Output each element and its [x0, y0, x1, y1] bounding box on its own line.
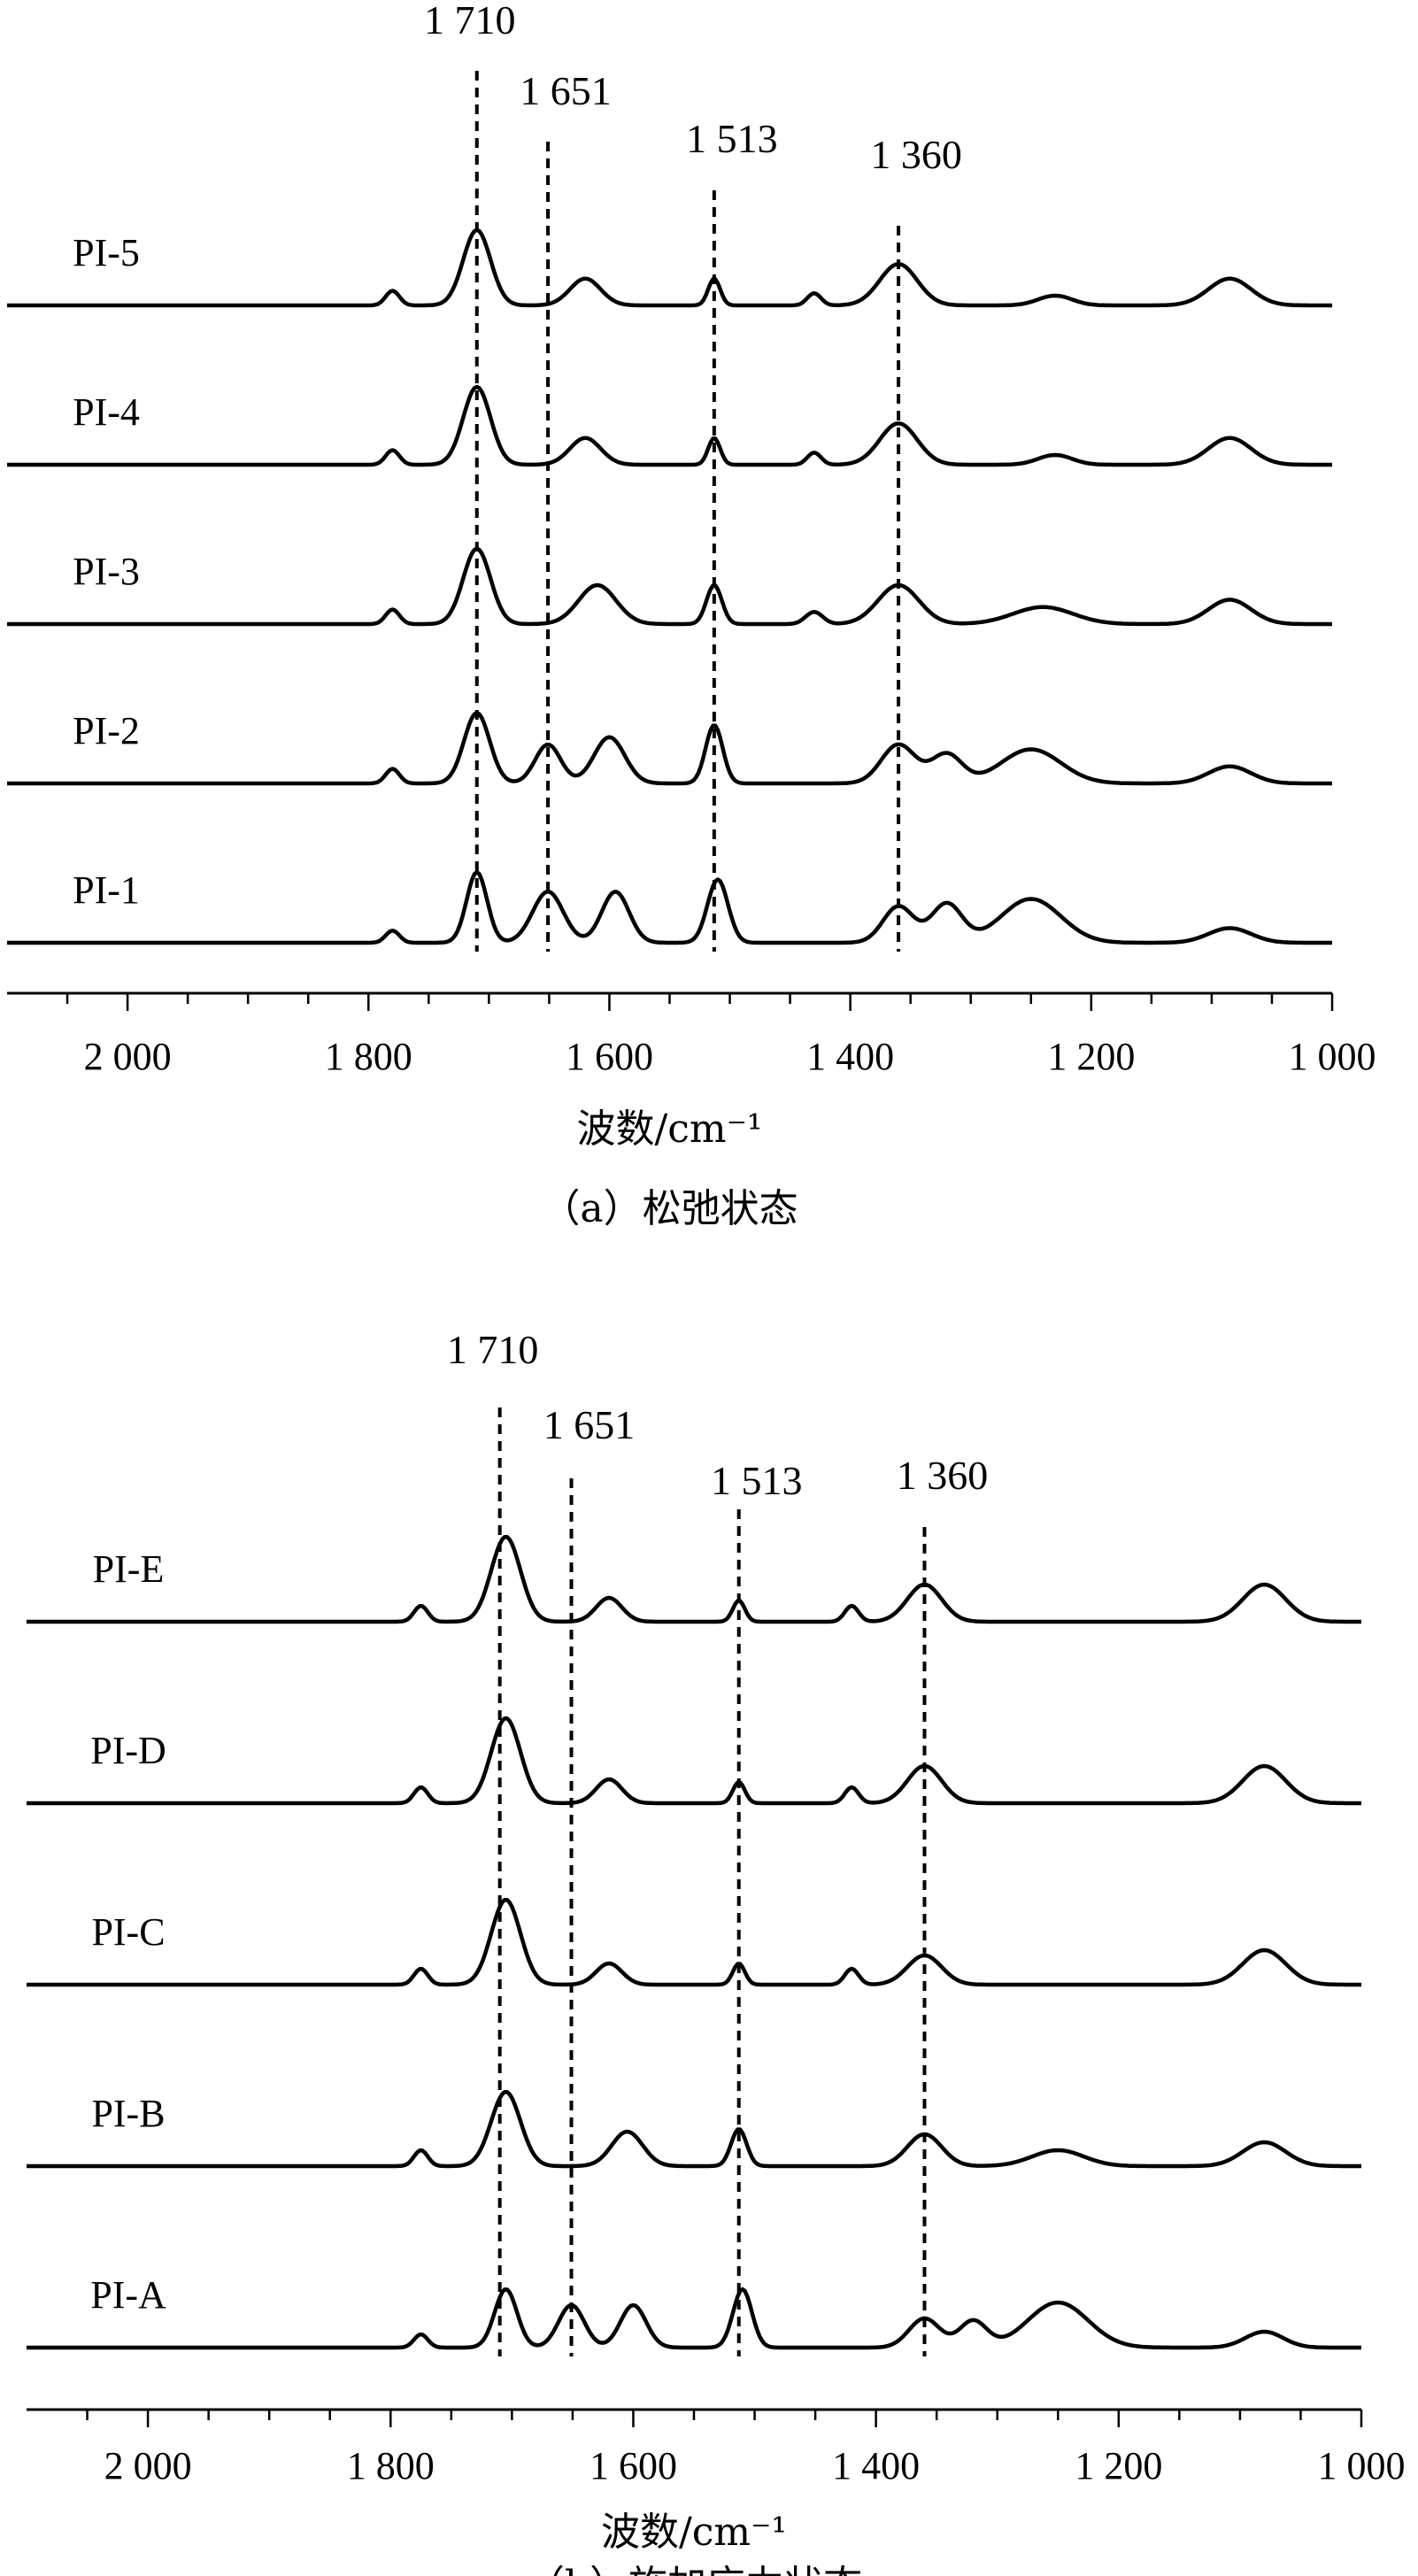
x-tick-label: 1 000 — [1318, 2444, 1406, 2487]
series-label-pi-3: PI-3 — [73, 550, 140, 593]
x-tick-label: 1 000 — [1289, 1035, 1376, 1078]
series-label-pi-5: PI-5 — [73, 231, 140, 274]
spectrum-line-pi-2 — [7, 710, 1332, 786]
spectrum-line-pi-e — [27, 1535, 1361, 1624]
x-tick-label: 2 000 — [84, 1035, 172, 1078]
spectrum-line-pi-1 — [7, 869, 1332, 945]
spectrum-line-pi-4 — [7, 384, 1332, 467]
spectrum-line-pi-3 — [7, 546, 1332, 627]
spectrum-line-pi-5 — [7, 228, 1332, 308]
peak-marker-label: 1 360 — [870, 132, 962, 177]
x-axis-title: 波数/cm⁻¹ — [576, 1107, 762, 1152]
x-tick-label: 1 200 — [1047, 1035, 1135, 1078]
x-tick-label: 1 400 — [832, 2444, 920, 2487]
x-tick-label: 1 600 — [590, 2444, 677, 2487]
series-label-pi-d: PI-D — [90, 1729, 166, 1772]
peak-marker-label: 1 513 — [711, 1458, 803, 1503]
x-tick-label: 1 800 — [347, 2444, 435, 2487]
panel-b: 2 000 1 800 1 600 1 400 1 200 1 000 波数/cm⁻¹ （b）… — [27, 1327, 1406, 2576]
spectrum-line-pi-a — [27, 2287, 1361, 2350]
panel-caption: （b）施加应力状态 — [526, 2563, 862, 2576]
series-label-pi-b: PI-B — [91, 2092, 165, 2135]
peak-marker-label: 1 710 — [424, 0, 516, 42]
x-tick-label: 1 600 — [566, 1035, 653, 1078]
spectrum-line-pi-b — [27, 2090, 1361, 2169]
peak-marker-label: 1 360 — [897, 1453, 989, 1498]
spectrum-line-pi-d — [27, 1716, 1361, 1806]
peak-marker-label: 1 710 — [447, 1327, 539, 1372]
x-axis-title: 波数/cm⁻¹ — [601, 2510, 787, 2555]
series-label-pi-2: PI-2 — [73, 709, 140, 752]
peak-marker-label: 1 651 — [543, 1402, 636, 1447]
peak-marker-label: 1 513 — [686, 116, 778, 161]
series-label-pi-e: PI-E — [93, 1547, 165, 1591]
panel-a: 2 000 1 800 1 600 1 400 1 200 1 000 波数/cm⁻¹ （a）… — [7, 0, 1376, 1231]
series-label-pi-1: PI-1 — [73, 868, 140, 912]
series-label-pi-4: PI-4 — [73, 390, 140, 434]
x-tick-label: 1 200 — [1075, 2444, 1162, 2487]
x-tick-label: 1 800 — [325, 1035, 412, 1078]
x-tick-label: 2 000 — [104, 2444, 192, 2487]
spectrum-line-pi-c — [27, 1898, 1361, 1987]
series-label-pi-a: PI-A — [90, 2273, 166, 2317]
peak-marker-label: 1 651 — [520, 68, 612, 113]
series-label-pi-c: PI-C — [91, 1910, 165, 1954]
x-tick-label: 1 400 — [806, 1035, 894, 1078]
panel-caption: （a）松弛状态 — [541, 1186, 798, 1231]
